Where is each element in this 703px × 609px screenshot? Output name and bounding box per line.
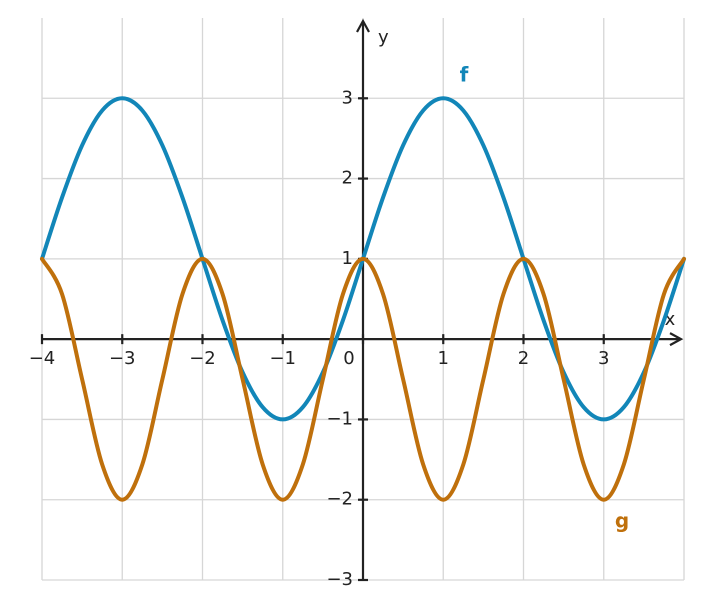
x-tick-label: 2: [518, 348, 529, 369]
x-tick-label: 3: [598, 348, 609, 369]
x-tick-label: 0: [343, 348, 354, 369]
x-tick-label: 1: [438, 348, 449, 369]
y-tick-label: 3: [342, 87, 353, 108]
x-tick-label: −4: [29, 348, 56, 369]
y-axis-label: y: [378, 27, 389, 48]
x-tick-label: −1: [269, 348, 296, 369]
x-tick-label: −3: [109, 348, 136, 369]
x-tick-label: −2: [189, 348, 216, 369]
y-tick-label: −3: [326, 569, 353, 590]
curve: [40, 256, 686, 502]
x-axis-arrow: [669, 332, 684, 347]
y-tick-label: −1: [326, 408, 353, 429]
y-tick-label: −2: [326, 489, 353, 510]
y-tick-label: 2: [342, 168, 353, 189]
x-axis-label: x: [665, 309, 676, 330]
y-axis-arrow: [356, 18, 370, 33]
y-tick-label: 1: [342, 248, 353, 269]
series-label: g: [615, 509, 629, 533]
series-label: f: [460, 63, 469, 87]
